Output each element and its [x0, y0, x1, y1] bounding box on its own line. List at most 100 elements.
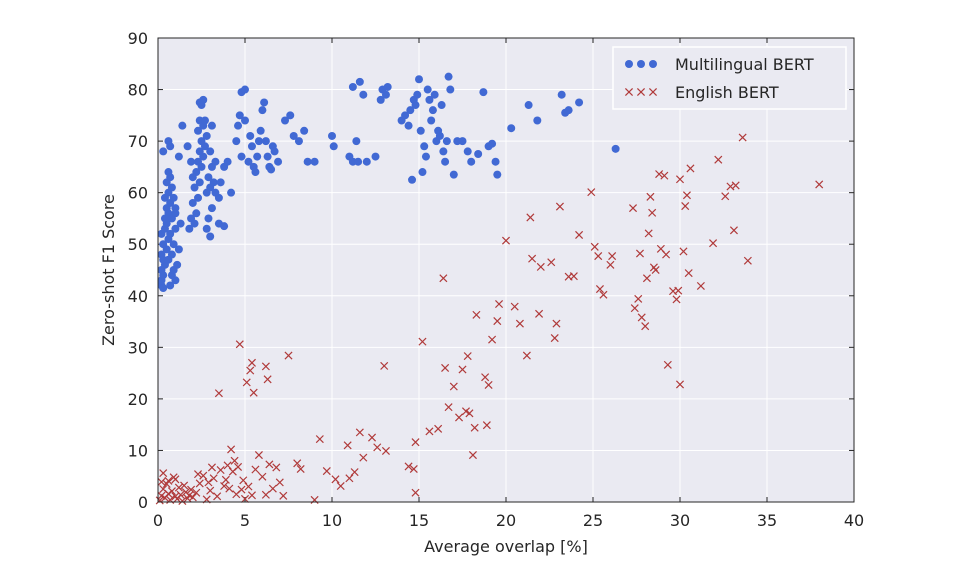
- data-point-multilingual-bert: [194, 157, 203, 166]
- series-0: [157, 72, 620, 293]
- data-point-english-bert: [743, 256, 752, 265]
- data-point-multilingual-bert: [167, 250, 176, 259]
- data-point-english-bert: [493, 317, 502, 326]
- data-point-english-bert: [244, 482, 253, 491]
- data-point-english-bert: [482, 421, 491, 430]
- data-point-multilingual-bert: [294, 137, 303, 146]
- data-point-english-bert: [536, 262, 545, 271]
- data-point-multilingual-bert: [260, 98, 269, 107]
- data-point-english-bert: [681, 202, 690, 211]
- data-point-multilingual-bert: [206, 232, 215, 241]
- data-point-english-bert: [167, 487, 176, 496]
- series-layer: [155, 72, 824, 505]
- data-point-english-bert: [481, 373, 490, 382]
- plot-frame: [157, 37, 855, 503]
- legend-marker-multilingual-bert: [625, 60, 657, 68]
- data-point-english-bert: [284, 351, 293, 360]
- data-point-multilingual-bert: [234, 121, 243, 130]
- data-point-multilingual-bert: [209, 178, 218, 187]
- data-point-english-bert: [510, 302, 519, 311]
- data-point-multilingual-bert: [195, 147, 204, 156]
- data-point-multilingual-bert: [200, 116, 209, 125]
- data-point-english-bert: [599, 290, 608, 299]
- data-point-english-bert: [594, 252, 603, 261]
- data-point-english-bert: [261, 490, 270, 499]
- data-point-english-bert: [674, 286, 683, 295]
- data-point-english-bert: [199, 471, 208, 480]
- data-point-multilingual-bert: [420, 142, 429, 151]
- data-point-english-bert: [206, 486, 215, 495]
- legend-box: [612, 46, 847, 110]
- data-point-english-bert: [714, 155, 723, 164]
- data-point-english-bert: [501, 236, 511, 245]
- data-point-multilingual-bert: [174, 245, 183, 254]
- data-point-multilingual-bert: [207, 204, 216, 213]
- data-point-multilingual-bert: [204, 173, 213, 182]
- data-point-english-bert: [815, 180, 824, 189]
- data-point-english-bert: [171, 475, 180, 484]
- data-point-multilingual-bert: [310, 157, 319, 166]
- y-tick-label: 90: [128, 29, 148, 48]
- data-point-multilingual-bert: [418, 168, 427, 177]
- x-tick-label: 40: [844, 511, 864, 530]
- data-point-multilingual-bert: [444, 72, 453, 81]
- data-point-multilingual-bert: [237, 152, 246, 161]
- data-point-multilingual-bert: [178, 121, 187, 130]
- data-point-english-bert: [195, 479, 204, 488]
- data-point-multilingual-bert: [164, 168, 173, 177]
- data-point-english-bert: [550, 334, 559, 343]
- data-point-english-bert: [251, 465, 260, 474]
- data-point-multilingual-bert: [458, 137, 467, 146]
- data-point-multilingual-bert: [159, 147, 168, 156]
- data-point-multilingual-bert: [194, 126, 203, 135]
- data-point-english-bert: [439, 274, 448, 283]
- x-tick-label: 35: [757, 511, 777, 530]
- data-point-multilingual-bert: [524, 101, 533, 110]
- data-point-english-bert: [188, 493, 197, 502]
- data-point-english-bert: [411, 438, 420, 447]
- data-point-english-bert: [268, 484, 277, 493]
- data-point-english-bert: [246, 366, 255, 375]
- data-point-multilingual-bert: [202, 131, 211, 140]
- data-point-multilingual-bert: [479, 88, 488, 97]
- data-point-multilingual-bert: [211, 157, 220, 166]
- data-point-multilingual-bert: [474, 150, 483, 158]
- data-point-english-bert: [404, 462, 413, 471]
- data-point-english-bert: [207, 463, 216, 472]
- data-point-multilingual-bert: [463, 147, 472, 156]
- data-point-english-bert: [679, 247, 688, 256]
- data-point-english-bert: [409, 464, 418, 474]
- data-point-multilingual-bert: [439, 147, 448, 156]
- data-point-multilingual-bert: [164, 137, 173, 146]
- data-point-multilingual-bert: [411, 101, 420, 110]
- data-point-english-bert: [227, 445, 236, 454]
- data-point-multilingual-bert: [329, 142, 338, 151]
- data-point-multilingual-bert: [190, 219, 199, 228]
- data-point-english-bert: [359, 453, 368, 462]
- legend-label-multilingual-bert: Multilingual BERT: [675, 55, 814, 74]
- y-tick-label: 0: [138, 493, 148, 512]
- data-point-english-bert: [634, 294, 643, 303]
- data-point-english-bert: [555, 202, 564, 211]
- data-point-multilingual-bert: [211, 188, 220, 197]
- data-point-english-bert: [672, 295, 681, 304]
- data-point-english-bert: [641, 322, 650, 331]
- data-point-multilingual-bert: [289, 131, 298, 140]
- data-point-multilingual-bert: [261, 137, 270, 146]
- data-point-multilingual-bert: [423, 85, 432, 94]
- data-point-multilingual-bert: [425, 95, 434, 104]
- data-point-multilingual-bert: [216, 178, 225, 187]
- data-point-multilingual-bert: [195, 178, 204, 187]
- data-point-multilingual-bert: [251, 168, 260, 177]
- x-tick-label: 25: [583, 511, 603, 530]
- data-point-english-bert: [587, 188, 596, 197]
- data-point-english-bert: [174, 483, 183, 492]
- data-point-english-bert: [350, 468, 359, 477]
- data-point-english-bert: [470, 423, 479, 432]
- data-point-english-bert: [660, 171, 669, 180]
- data-point-multilingual-bert: [235, 111, 244, 120]
- data-point-english-bert: [296, 464, 305, 474]
- data-point-english-bert: [595, 285, 604, 294]
